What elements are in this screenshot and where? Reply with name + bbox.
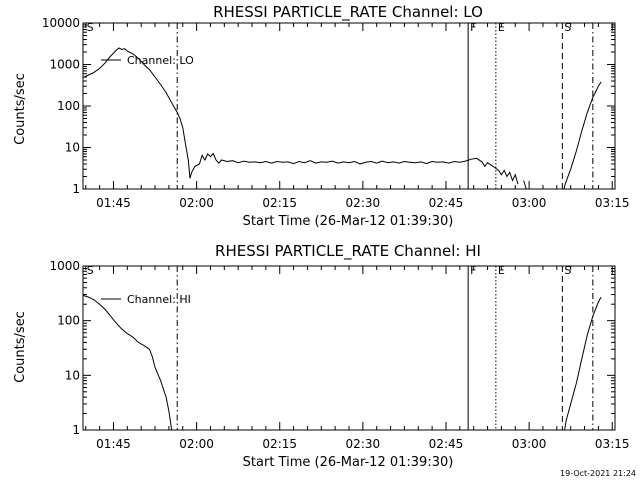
lo-ytick-label: 1000 bbox=[49, 58, 80, 72]
lo-panel-ylabel: Counts/sec bbox=[13, 73, 28, 145]
hi-ytick-label: 1 bbox=[72, 423, 80, 437]
lo-marker-label: S bbox=[564, 21, 571, 34]
hi-xtick-label: 02:30 bbox=[346, 437, 381, 451]
lo-data-line bbox=[563, 81, 602, 190]
lo-legend-label: Channel: LO bbox=[127, 54, 194, 67]
hi-xtick-label: 02:00 bbox=[179, 437, 214, 451]
hi-ytick-label: 10 bbox=[65, 368, 80, 382]
lo-plot-frame bbox=[82, 22, 616, 190]
hi-xtick-label: 01:45 bbox=[96, 437, 131, 451]
hi-marker-label: F bbox=[470, 264, 476, 277]
lo-ytick-label: 100 bbox=[57, 99, 80, 113]
lo-xtick-label: 01:45 bbox=[96, 196, 131, 210]
lo-data-line bbox=[82, 47, 519, 185]
lo-marker-label: S bbox=[87, 21, 94, 34]
lo-xtick-label: 02:45 bbox=[429, 196, 464, 210]
hi-legend-label: Channel: HI bbox=[127, 293, 191, 306]
hi-xtick-label: 03:15 bbox=[595, 437, 630, 451]
hi-data-line bbox=[564, 296, 602, 431]
lo-marker-label: E bbox=[498, 21, 505, 34]
lo-xtick-label: 02:00 bbox=[179, 196, 214, 210]
lo-marker-label: F bbox=[470, 21, 476, 34]
lo-xtick-label: 02:30 bbox=[346, 196, 381, 210]
lo-panel-xlabel: Start Time (26-Mar-12 01:39:30) bbox=[243, 214, 454, 229]
footer-timestamp: 19-Oct-2021 21:24 bbox=[560, 469, 636, 478]
lo-ytick-label: 10 bbox=[65, 141, 80, 155]
lo-ytick-label: 1 bbox=[72, 182, 80, 196]
hi-panel-title: RHESSI PARTICLE_RATE Channel: HI bbox=[215, 242, 481, 261]
lo-channel-panel: RHESSI PARTICLE_RATE Channel: LO Start T… bbox=[13, 3, 630, 229]
hi-ytick-label: 100 bbox=[57, 314, 80, 328]
hi-xtick-label: 02:45 bbox=[429, 437, 464, 451]
hi-data-line bbox=[82, 294, 173, 431]
hi-xtick-label: 03:00 bbox=[512, 437, 547, 451]
hi-channel-panel: RHESSI PARTICLE_RATE Channel: HI Start T… bbox=[13, 242, 630, 470]
hi-panel-ylabel: Counts/sec bbox=[13, 311, 28, 383]
lo-xtick-label: 03:15 bbox=[595, 196, 630, 210]
hi-panel-xlabel: Start Time (26-Mar-12 01:39:30) bbox=[243, 455, 454, 470]
lo-ytick-label: 10000 bbox=[42, 16, 80, 30]
lo-xtick-label: 03:00 bbox=[512, 196, 547, 210]
hi-xtick-label: 02:15 bbox=[262, 437, 297, 451]
lo-data-line bbox=[523, 180, 527, 190]
hi-ytick-label: 1000 bbox=[49, 259, 80, 273]
hi-marker-label: S bbox=[87, 264, 94, 277]
lo-panel-title: RHESSI PARTICLE_RATE Channel: LO bbox=[213, 3, 483, 22]
hi-marker-label: E bbox=[498, 264, 505, 277]
hi-marker-label: S bbox=[564, 264, 571, 277]
hi-plot-frame bbox=[82, 265, 616, 431]
lo-xtick-label: 02:15 bbox=[262, 196, 297, 210]
